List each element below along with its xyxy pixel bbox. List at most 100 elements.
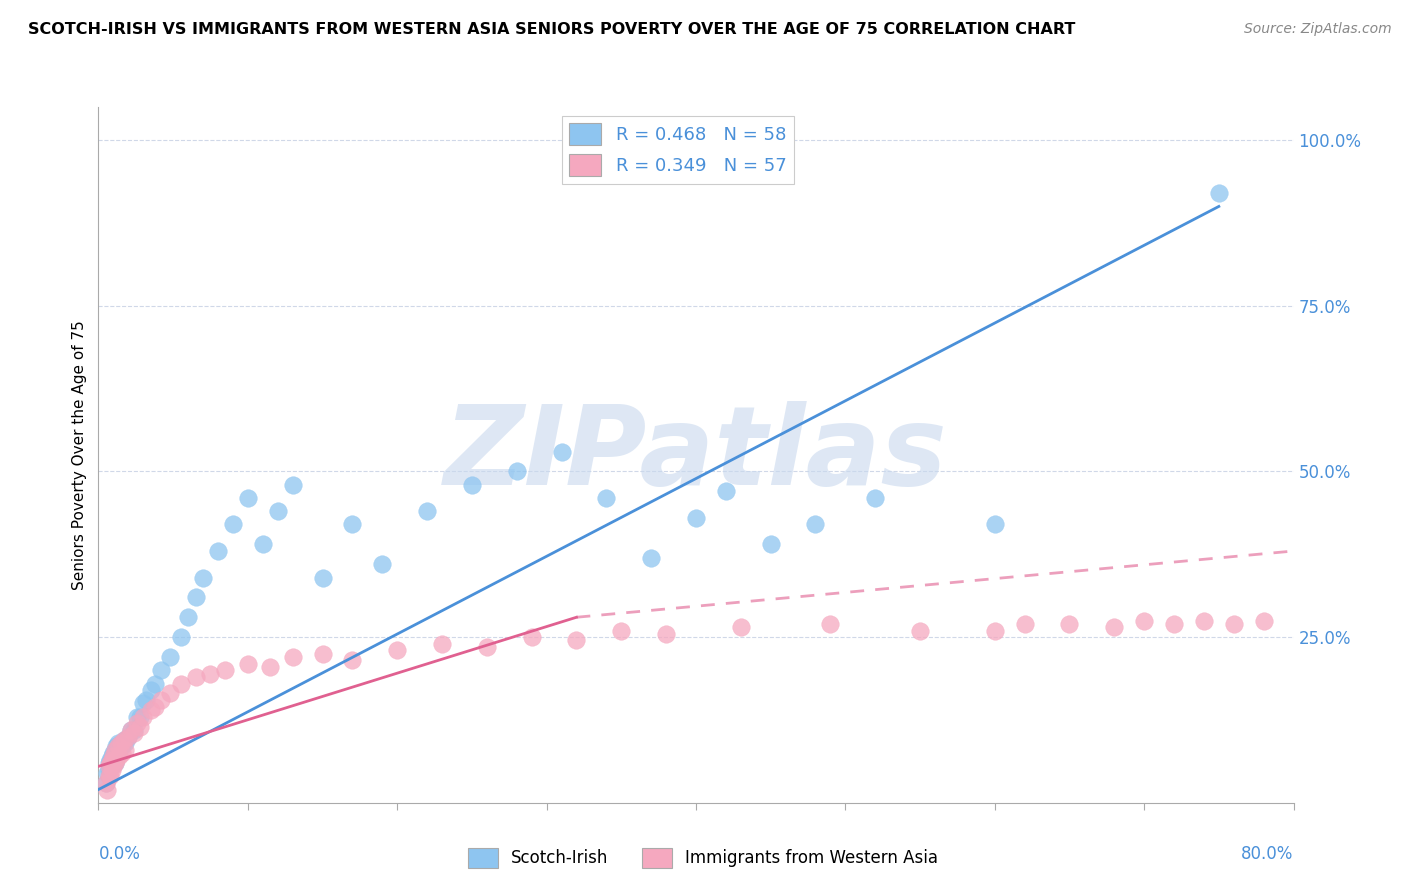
Point xyxy=(461,477,484,491)
Point xyxy=(111,739,134,754)
Legend: R = 0.468   N = 58, R = 0.349   N = 57: R = 0.468 N = 58, R = 0.349 N = 57 xyxy=(561,116,794,184)
Point xyxy=(132,697,155,711)
Point xyxy=(105,753,128,767)
Point xyxy=(983,624,1005,638)
Point xyxy=(97,759,120,773)
Point xyxy=(430,637,453,651)
Point xyxy=(159,650,181,665)
Point xyxy=(101,753,124,767)
Point xyxy=(127,716,149,731)
Point xyxy=(117,730,139,744)
Point xyxy=(177,610,200,624)
Point xyxy=(104,743,127,757)
Point xyxy=(124,726,146,740)
Point xyxy=(730,620,752,634)
Point xyxy=(804,517,827,532)
Point xyxy=(105,749,128,764)
Point xyxy=(139,683,162,698)
Point xyxy=(143,676,166,690)
Text: 80.0%: 80.0% xyxy=(1241,845,1294,863)
Point xyxy=(1014,616,1036,631)
Point xyxy=(759,537,782,551)
Point xyxy=(506,465,529,479)
Point xyxy=(169,676,191,690)
Point xyxy=(207,544,229,558)
Point xyxy=(520,630,543,644)
Point xyxy=(259,660,281,674)
Point xyxy=(655,627,678,641)
Point xyxy=(252,537,274,551)
Point xyxy=(101,763,124,777)
Point xyxy=(104,756,127,770)
Point xyxy=(129,720,152,734)
Point xyxy=(111,746,134,760)
Point xyxy=(983,517,1005,532)
Point xyxy=(117,730,139,744)
Point xyxy=(104,743,127,757)
Point xyxy=(371,558,394,572)
Point xyxy=(94,776,117,790)
Point xyxy=(98,769,122,783)
Point xyxy=(94,776,117,790)
Point xyxy=(908,624,931,638)
Point xyxy=(135,693,157,707)
Point xyxy=(342,653,364,667)
Point xyxy=(143,699,166,714)
Point xyxy=(311,570,333,584)
Point xyxy=(104,756,127,770)
Point xyxy=(107,746,129,760)
Point xyxy=(200,666,222,681)
Point xyxy=(103,753,125,767)
Point xyxy=(124,723,146,737)
Point xyxy=(105,739,128,754)
Point xyxy=(342,517,364,532)
Point xyxy=(132,709,155,723)
Point xyxy=(103,759,125,773)
Point xyxy=(139,703,162,717)
Point xyxy=(97,763,120,777)
Point xyxy=(169,630,191,644)
Text: SCOTCH-IRISH VS IMMIGRANTS FROM WESTERN ASIA SENIORS POVERTY OVER THE AGE OF 75 : SCOTCH-IRISH VS IMMIGRANTS FROM WESTERN … xyxy=(28,22,1076,37)
Point xyxy=(97,769,120,783)
Point xyxy=(107,736,129,750)
Point xyxy=(685,511,707,525)
Point xyxy=(110,736,132,750)
Y-axis label: Seniors Poverty Over the Age of 75: Seniors Poverty Over the Age of 75 xyxy=(72,320,87,590)
Point xyxy=(103,746,125,760)
Point xyxy=(1163,616,1185,631)
Point xyxy=(150,663,173,677)
Point xyxy=(129,709,152,723)
Point xyxy=(610,624,633,638)
Point xyxy=(1133,614,1156,628)
Point xyxy=(98,759,122,773)
Point xyxy=(214,663,236,677)
Point xyxy=(416,504,439,518)
Point xyxy=(281,477,304,491)
Point xyxy=(184,591,207,605)
Point xyxy=(101,756,124,770)
Point xyxy=(191,570,214,584)
Point xyxy=(281,650,304,665)
Point xyxy=(150,693,173,707)
Point xyxy=(1192,614,1215,628)
Point xyxy=(96,782,118,797)
Point xyxy=(108,749,131,764)
Point xyxy=(97,756,120,770)
Point xyxy=(222,517,245,532)
Text: 0.0%: 0.0% xyxy=(98,845,141,863)
Point xyxy=(103,749,125,764)
Point xyxy=(236,657,259,671)
Point xyxy=(120,723,142,737)
Point xyxy=(267,504,290,518)
Point xyxy=(865,491,887,505)
Text: Source: ZipAtlas.com: Source: ZipAtlas.com xyxy=(1244,22,1392,37)
Point xyxy=(1223,616,1246,631)
Point xyxy=(112,732,135,747)
Point xyxy=(108,743,131,757)
Point xyxy=(110,736,132,750)
Point xyxy=(714,484,737,499)
Point xyxy=(1208,186,1230,201)
Point xyxy=(120,723,142,737)
Point xyxy=(159,686,181,700)
Legend: Scotch-Irish, Immigrants from Western Asia: Scotch-Irish, Immigrants from Western As… xyxy=(461,841,945,875)
